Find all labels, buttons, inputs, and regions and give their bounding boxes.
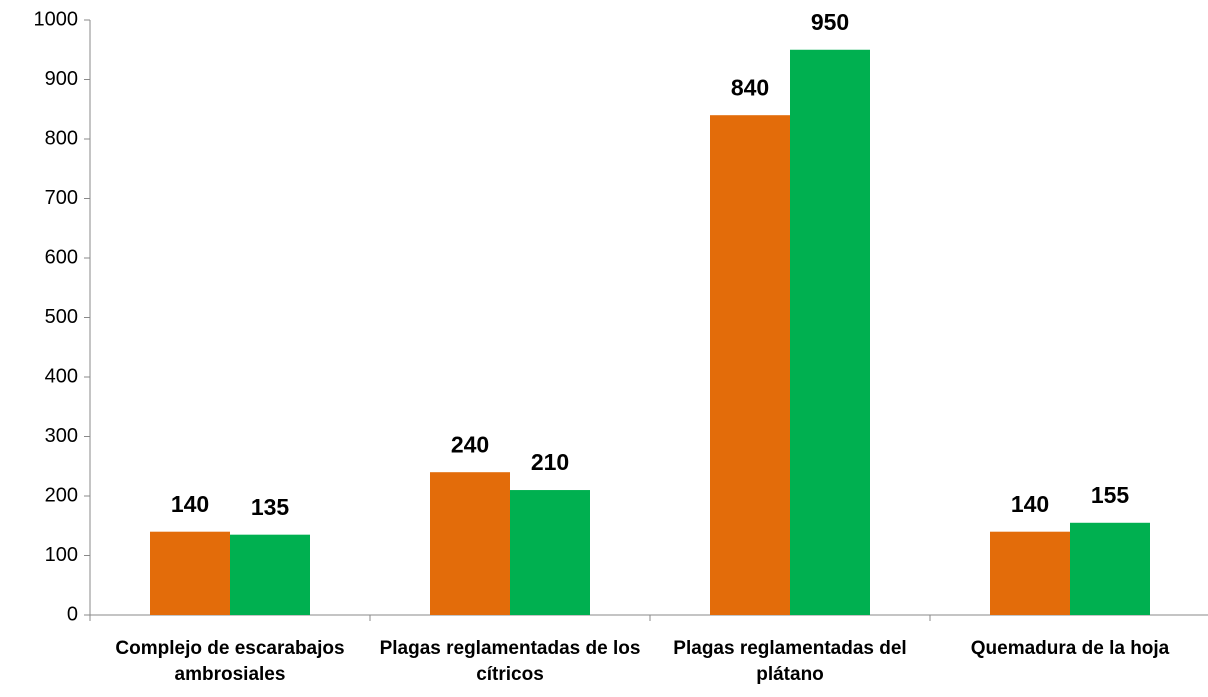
bar <box>710 115 790 615</box>
y-tick-label: 600 <box>45 246 78 268</box>
y-tick-label: 800 <box>45 127 78 149</box>
value-label: 240 <box>451 431 489 457</box>
x-tick-label: Plagas reglamentadas del plátano <box>673 638 907 685</box>
x-tick-label: Quemadura de la hoja <box>970 638 1170 659</box>
bar <box>430 472 510 615</box>
value-label: 950 <box>811 9 849 35</box>
bar <box>790 49 870 615</box>
bar <box>1070 522 1150 615</box>
y-tick-label: 1000 <box>34 8 79 30</box>
x-tick-label: Complejo de escarabajos ambrosiales <box>115 638 345 685</box>
value-label: 140 <box>1011 491 1049 517</box>
y-tick-label: 500 <box>45 306 78 328</box>
bar <box>150 531 230 615</box>
bar <box>990 531 1070 615</box>
y-tick-label: 100 <box>45 544 78 566</box>
y-tick-label: 300 <box>45 425 78 447</box>
y-tick-label: 700 <box>45 187 78 209</box>
value-label: 155 <box>1091 482 1130 508</box>
bar <box>510 490 590 615</box>
x-tick-label: Plagas reglamentadas de los cítricos <box>379 638 641 685</box>
y-tick-label: 900 <box>45 68 78 90</box>
bar <box>230 534 310 615</box>
value-label: 840 <box>731 74 769 100</box>
y-tick-label: 400 <box>45 365 78 387</box>
y-tick-label: 0 <box>67 603 78 625</box>
y-tick-label: 200 <box>45 484 78 506</box>
value-label: 140 <box>171 491 209 517</box>
value-label: 135 <box>251 494 290 520</box>
value-label: 210 <box>531 449 569 475</box>
